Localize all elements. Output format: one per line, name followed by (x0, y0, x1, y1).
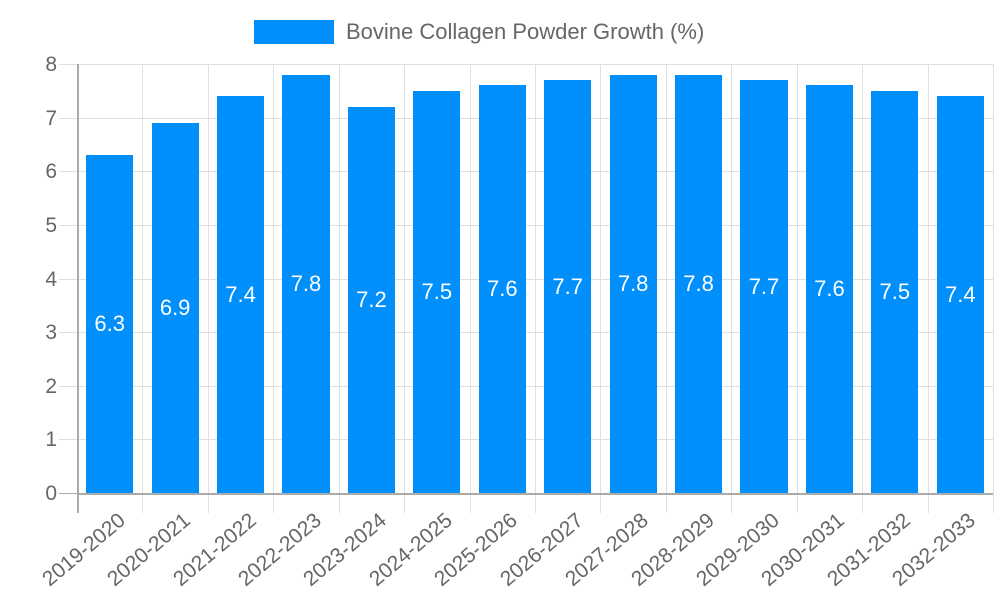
gridline-vertical (600, 64, 601, 513)
y-tick-label: 0 (45, 482, 57, 505)
gridline-vertical (470, 64, 471, 513)
gridline-horizontal (59, 118, 993, 119)
gridline-horizontal (59, 64, 993, 65)
bar-data-label: 7.7 (552, 273, 583, 299)
bar[interactable] (544, 80, 592, 493)
gridline-horizontal (59, 332, 993, 333)
bar-data-label: 6.3 (94, 311, 125, 337)
bar[interactable] (151, 122, 199, 493)
bar[interactable] (413, 90, 461, 493)
gridline-vertical (797, 64, 798, 513)
gridline-vertical (142, 64, 143, 513)
y-axis-line (77, 64, 79, 513)
bar[interactable] (805, 85, 853, 493)
bar-data-label: 7.5 (421, 278, 453, 304)
bar[interactable] (86, 155, 134, 493)
bar-data-label: 7.4 (944, 281, 976, 307)
gridline-vertical (208, 64, 209, 513)
bar-data-label: 7.8 (290, 270, 322, 296)
y-tick-label: 3 (45, 321, 57, 344)
bar[interactable] (478, 85, 526, 493)
bar[interactable] (609, 74, 657, 493)
y-tick-mark (59, 493, 77, 494)
gridline-horizontal (59, 171, 993, 172)
bar-data-label: 6.9 (159, 294, 191, 320)
gridline-vertical (928, 64, 929, 513)
bar-data-label: 7.7 (748, 273, 780, 299)
y-tick-label: 1 (45, 428, 57, 451)
bar-data-label: 7.5 (879, 278, 911, 304)
gridline-vertical (731, 64, 732, 513)
gridline-vertical (993, 64, 994, 513)
legend[interactable]: Bovine Collagen Powder Growth (%) (254, 19, 705, 44)
bar-data-label: 7.4 (225, 281, 256, 307)
y-tick-label: 8 (45, 53, 57, 76)
y-tick-label: 7 (45, 107, 57, 130)
bar[interactable] (217, 96, 265, 493)
bar[interactable] (675, 74, 723, 493)
gridline-horizontal (59, 279, 993, 280)
bar-data-label: 7.6 (486, 276, 518, 302)
gridline-vertical (535, 64, 536, 513)
bar-data-label: 7.8 (683, 270, 714, 296)
bar[interactable] (347, 106, 395, 493)
gridline-horizontal (59, 386, 993, 387)
gridline-vertical (862, 64, 863, 513)
gridline-horizontal (59, 439, 993, 440)
legend-swatch (254, 20, 334, 44)
y-tick-label: 2 (45, 375, 57, 398)
bar[interactable] (740, 80, 788, 493)
gridline-vertical (273, 64, 274, 513)
bar[interactable] (282, 74, 330, 493)
legend-label: Bovine Collagen Powder Growth (%) (346, 19, 705, 44)
bar[interactable] (936, 96, 984, 493)
bar-data-label: 7.6 (814, 276, 845, 302)
gridline-vertical (666, 64, 667, 513)
gridline-horizontal (59, 225, 993, 226)
x-axis-line (77, 493, 993, 495)
y-tick-label: 6 (45, 160, 57, 183)
y-tick-label: 5 (45, 214, 57, 237)
bar-data-label: 7.8 (617, 270, 649, 296)
gridline-vertical (404, 64, 405, 513)
y-tick-label: 4 (45, 268, 57, 291)
bar[interactable] (871, 90, 919, 493)
gridline-vertical (339, 64, 340, 513)
bar-data-label: 7.2 (356, 286, 387, 312)
